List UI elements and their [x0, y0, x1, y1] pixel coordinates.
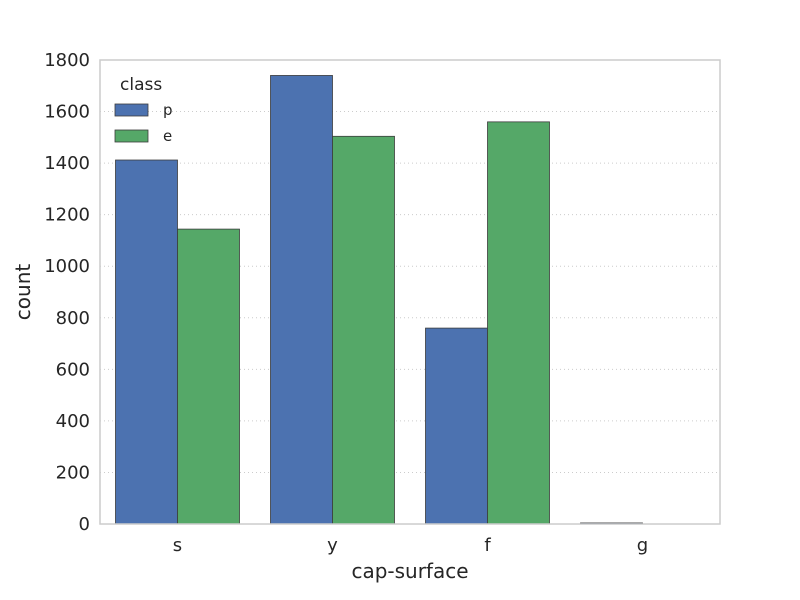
y-tick-label: 1600 [44, 102, 90, 123]
bar-y-p [270, 75, 333, 525]
y-axis-label: count [11, 264, 35, 321]
y-tick-label: 1400 [44, 153, 90, 174]
x-tick-label: y [327, 535, 338, 556]
y-tick-label: 200 [56, 462, 90, 483]
y-tick-label: 1800 [44, 50, 90, 71]
legend-label-e: e [163, 127, 172, 145]
y-tick-label: 1200 [44, 205, 90, 226]
gridlines [100, 111, 720, 473]
legend-label-p: p [163, 101, 173, 119]
y-tick-label: 800 [56, 308, 90, 329]
bars [115, 75, 643, 525]
y-tick-label: 400 [56, 411, 90, 432]
legend: class pe [114, 75, 173, 145]
legend-swatch-p [114, 103, 149, 117]
bar-s-p [115, 159, 178, 525]
x-tick-label: g [637, 535, 648, 556]
y-tick-label: 1000 [44, 256, 90, 277]
x-tick-label: s [173, 535, 182, 556]
bar-f-e [487, 121, 550, 525]
plot-frame [99, 59, 721, 525]
y-tick-label: 0 [79, 514, 90, 535]
legend-title: class [120, 75, 162, 95]
y-tick-labels: 0 200 400 600 800 1000 1200 1400 1600 1800 [44, 50, 90, 535]
bar-f-p [425, 327, 488, 525]
y-tick-label: 600 [56, 359, 90, 380]
bar-y-e [332, 135, 395, 525]
bar-s-e [177, 228, 240, 525]
legend-swatch-e [114, 129, 149, 143]
x-tick-label: f [484, 535, 491, 556]
x-axis-label: cap-surface [351, 559, 468, 583]
